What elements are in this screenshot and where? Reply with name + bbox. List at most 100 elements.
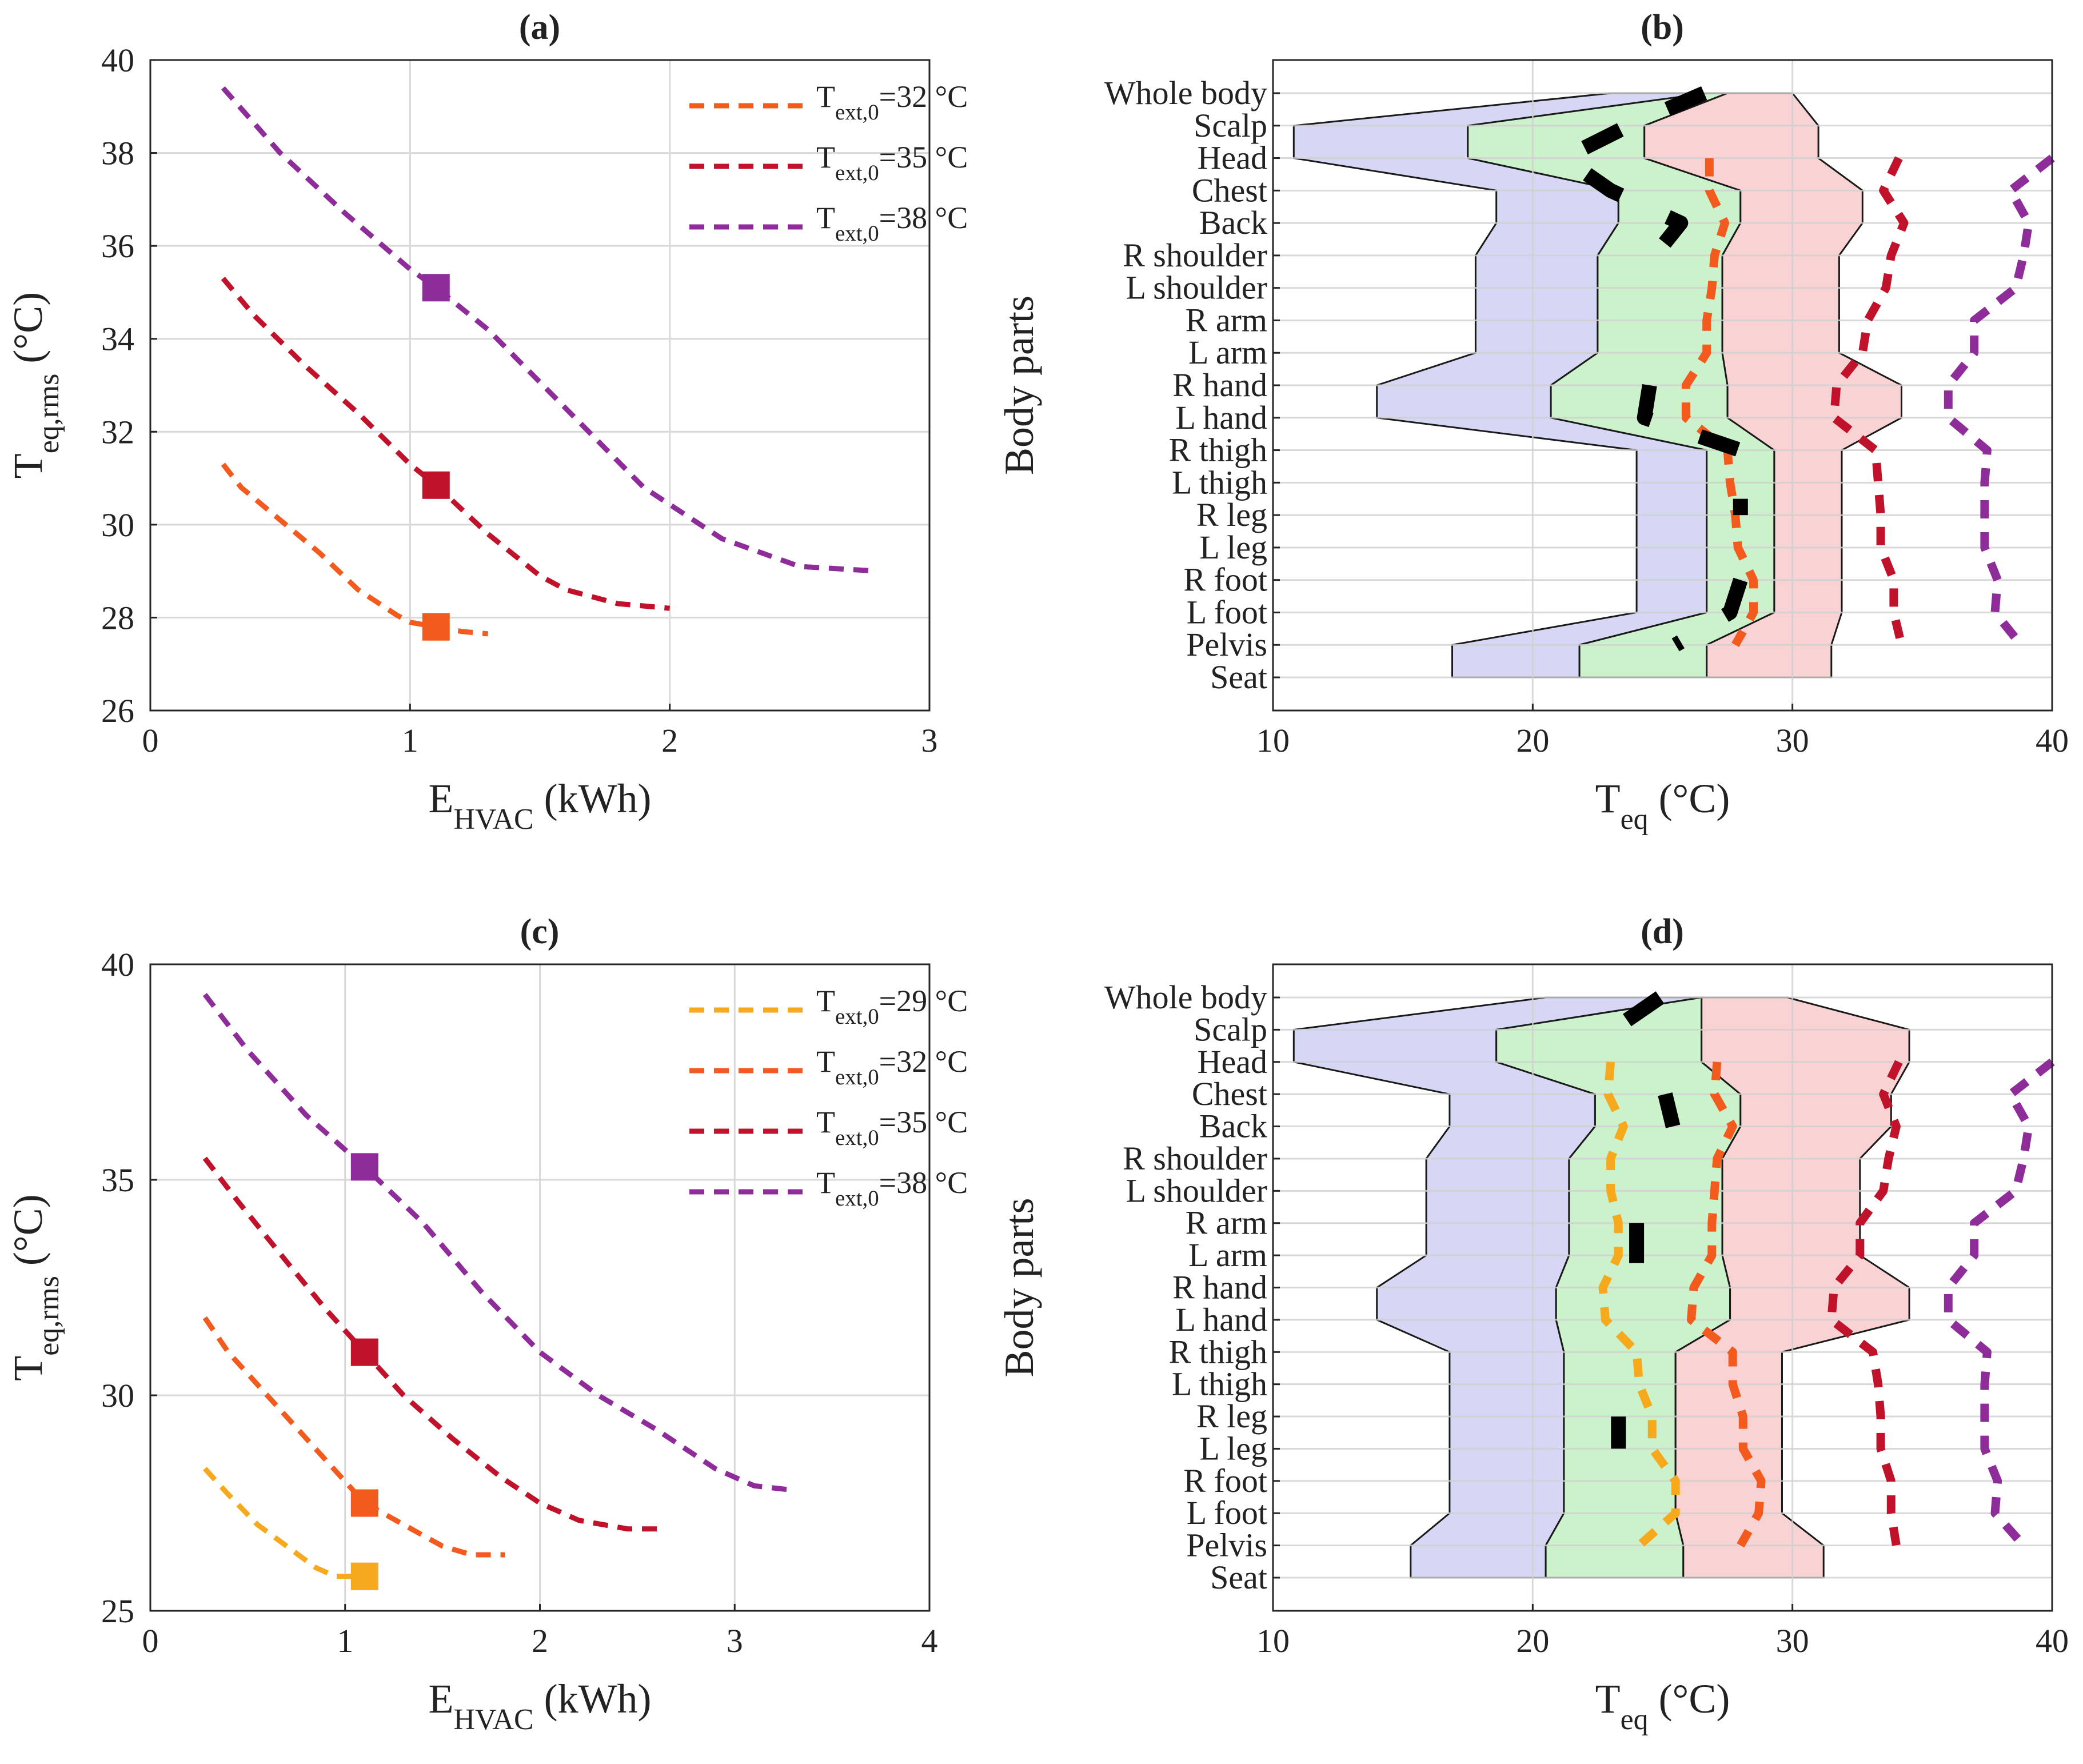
category-label: R leg <box>1196 496 1267 533</box>
legend-entry: Text,0=35 °C <box>816 1105 968 1150</box>
category-label: Head <box>1198 139 1267 177</box>
category-label: R foot <box>1183 1462 1267 1499</box>
y-tick-label: 38 <box>101 135 134 172</box>
x-tick-label: 30 <box>1776 1622 1809 1659</box>
category-label: R hand <box>1172 366 1267 404</box>
series-marker-0 <box>422 613 450 641</box>
series-line-3 <box>1944 1058 2055 1549</box>
category-label: Whole body <box>1104 74 1267 111</box>
series-marker-1 <box>350 1489 378 1517</box>
category-label: Chest <box>1192 171 1267 209</box>
panel-a: 0 1 2 3 26 28 30 32 34 36 38 40 (a) EHVAC (kWh) Teq,rm… <box>5 8 968 836</box>
x-tick-label: 20 <box>1516 1622 1549 1659</box>
category-label: L thigh <box>1172 1366 1267 1403</box>
category-label: R shoulder <box>1123 237 1267 274</box>
plot-frame <box>149 59 931 712</box>
category-label: Whole body <box>1104 979 1267 1016</box>
panel-title: (a) <box>519 8 560 47</box>
category-label: L hand <box>1175 1301 1267 1338</box>
x-tick-label: 1 <box>337 1622 353 1659</box>
x-tick-label: 10 <box>1256 1622 1290 1659</box>
x-axis-label: EHVAC (kWh) <box>428 776 651 836</box>
x-tick-label: 0 <box>142 1622 159 1659</box>
category-label: Scalp <box>1194 107 1267 144</box>
y-tick-label: 35 <box>101 1162 134 1199</box>
y-tick-label: 36 <box>101 228 134 265</box>
legend-entry: Text,0=38 °C <box>816 1166 968 1211</box>
x-axis-label: EHVAC (kWh) <box>428 1676 651 1736</box>
category-label: L leg <box>1199 1430 1267 1467</box>
series-marker-1 <box>422 471 450 499</box>
y-tick-label: 40 <box>101 42 134 79</box>
series-line-0 <box>221 462 489 637</box>
series-line-1 <box>1829 156 1909 646</box>
category-label: L foot <box>1187 593 1267 630</box>
category-label: R arm <box>1186 301 1267 338</box>
category-label: Chest <box>1192 1075 1267 1112</box>
category-label: L arm <box>1188 334 1267 371</box>
series-marker-0 <box>350 1562 378 1590</box>
y-tick-label: 26 <box>101 692 134 729</box>
panel-title: (c) <box>520 912 560 951</box>
series-marker-3 <box>350 1153 378 1181</box>
category-label: L thigh <box>1172 464 1267 501</box>
x-tick-label: 20 <box>1516 722 1549 759</box>
legend-entry: Text,0=32 °C <box>816 79 968 125</box>
legend-entry: Text,0=32 °C <box>816 1044 968 1089</box>
category-label: L foot <box>1187 1494 1267 1531</box>
series-marker-2 <box>422 274 450 302</box>
x-tick-label: 30 <box>1776 722 1809 759</box>
category-label: Back <box>1199 204 1267 241</box>
y-tick-label: 30 <box>101 506 134 544</box>
y-axis-label: Teq,rms (°C) <box>5 292 65 478</box>
category-label: R leg <box>1196 1398 1267 1435</box>
y-tick-label: 25 <box>101 1593 134 1630</box>
x-tick-label: 4 <box>921 1622 938 1659</box>
y-axis-label: Body parts <box>996 296 1042 475</box>
category-label: Scalp <box>1194 1011 1267 1048</box>
category-label: L shoulder <box>1126 1172 1267 1209</box>
category-label: R shoulder <box>1123 1140 1267 1177</box>
category-label: L arm <box>1188 1236 1267 1274</box>
category-label: L shoulder <box>1126 269 1267 306</box>
y-tick-label: 28 <box>101 599 134 636</box>
panel-title: (d) <box>1641 912 1684 951</box>
y-tick-label: 30 <box>101 1377 134 1414</box>
y-tick-label: 32 <box>101 413 134 450</box>
x-tick-label: 2 <box>532 1622 548 1659</box>
y-axis-label: Teq,rms (°C) <box>5 1194 65 1380</box>
y-axis-label: Body parts <box>996 1198 1042 1378</box>
category-label: R hand <box>1172 1269 1267 1306</box>
x-axis-label: Teq (°C) <box>1595 1676 1730 1736</box>
series-marker-2 <box>350 1338 378 1366</box>
category-label: Head <box>1198 1043 1267 1080</box>
category-label: Seat <box>1210 1559 1267 1596</box>
category-label: R arm <box>1186 1204 1267 1242</box>
x-tick-label: 40 <box>2036 1622 2069 1659</box>
series-line-2 <box>221 86 878 574</box>
category-label: R thigh <box>1169 432 1267 469</box>
category-label: Pelvis <box>1186 626 1267 663</box>
series-line-2 <box>1944 154 2055 648</box>
series-line-0 <box>1598 1061 1680 1549</box>
x-tick-label: 0 <box>142 722 159 759</box>
series-line-2 <box>202 1156 667 1532</box>
legend-entry: Text,0=38 °C <box>816 201 968 246</box>
category-label: Pelvis <box>1186 1527 1267 1564</box>
panel-title: (b) <box>1641 8 1684 47</box>
series-line-0 <box>203 1467 365 1579</box>
category-label: R foot <box>1183 561 1267 598</box>
category-label: R thigh <box>1169 1333 1267 1370</box>
series-line-3 <box>1556 86 1748 652</box>
category-label: L hand <box>1175 399 1267 436</box>
series-line-3 <box>202 993 793 1493</box>
category-label: Back <box>1199 1108 1267 1145</box>
y-tick-label: 40 <box>101 946 134 983</box>
series-line-2 <box>1827 1060 1903 1546</box>
x-tick-label: 1 <box>402 722 418 759</box>
category-label: L leg <box>1199 529 1267 566</box>
y-tick-label: 34 <box>101 321 134 358</box>
x-tick-label: 40 <box>2036 722 2069 759</box>
